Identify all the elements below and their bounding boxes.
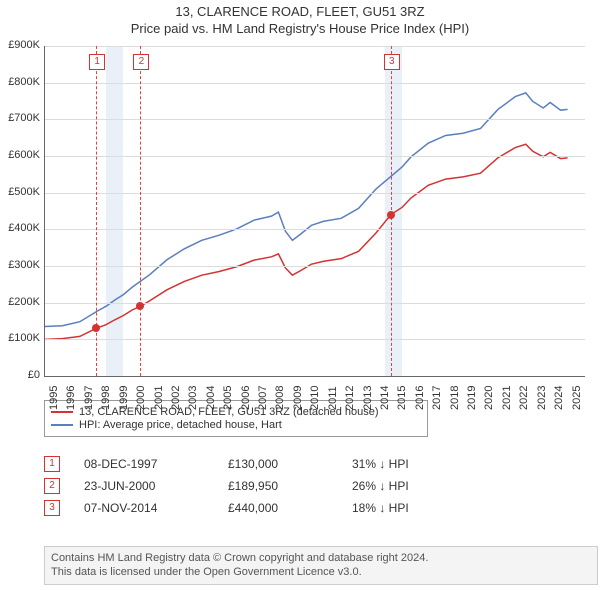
sales-row-price: £440,000 [228,501,328,515]
chart-plot-area: 1 2 3 [44,46,585,377]
y-tick-label: £200K [0,296,40,308]
x-tick-label: 2008 [274,386,286,410]
x-tick-label: 1996 [65,386,77,410]
sales-row: 3 07-NOV-2014 £440,000 18% ↓ HPI [44,500,409,516]
x-tick-label: 2022 [518,386,530,410]
x-tick-label: 2002 [170,386,182,410]
x-tick-label: 2001 [153,386,165,410]
x-tick-label: 1998 [100,386,112,410]
address-title: 13, CLARENCE ROAD, FLEET, GU51 3RZ [0,4,600,19]
x-tick-label: 2004 [205,386,217,410]
x-tick-label: 2019 [466,386,478,410]
y-tick-label: £800K [0,76,40,88]
sales-row-delta: 31% ↓ HPI [352,457,409,471]
x-tick-label: 2006 [240,386,252,410]
x-tick-label: 1995 [48,386,60,410]
footer-line1: Contains HM Land Registry data © Crown c… [51,551,591,565]
sales-row-date: 23-JUN-2000 [84,479,204,493]
sales-row-price: £130,000 [228,457,328,471]
y-tick-label: £600K [0,149,40,161]
sale-marker: 2 [133,54,149,70]
sales-row: 1 08-DEC-1997 £130,000 31% ↓ HPI [44,456,409,472]
x-tick-label: 2012 [344,386,356,410]
sale-point [387,211,395,219]
y-tick-label: £300K [0,259,40,271]
sales-row-date: 07-NOV-2014 [84,501,204,515]
footer-line2: This data is licensed under the Open Gov… [51,565,591,579]
sale-marker: 3 [384,54,400,70]
x-tick-label: 2023 [536,386,548,410]
x-tick-label: 2016 [414,386,426,410]
x-tick-label: 2007 [257,386,269,410]
sale-point [136,302,144,310]
y-tick-label: £700K [0,112,40,124]
attribution-footer: Contains HM Land Registry data © Crown c… [44,546,598,585]
sales-row-marker: 1 [44,456,60,472]
x-tick-label: 1999 [118,386,130,410]
sales-row-price: £189,950 [228,479,328,493]
sale-point [92,324,100,332]
x-tick-label: 2018 [449,386,461,410]
legend-swatch-hpi [51,424,73,426]
x-tick-label: 2003 [187,386,199,410]
x-tick-label: 2009 [292,386,304,410]
sales-table: 1 08-DEC-1997 £130,000 31% ↓ HPI 2 23-JUN-200… [44,450,409,522]
x-tick-label: 2014 [379,386,391,410]
x-tick-label: 2025 [571,386,583,410]
sales-row-marker: 2 [44,478,60,494]
x-tick-label: 2017 [431,386,443,410]
y-tick-label: £400K [0,222,40,234]
sales-row-marker: 3 [44,500,60,516]
x-tick-label: 2000 [135,386,147,410]
y-tick-label: £100K [0,332,40,344]
y-tick-label: £900K [0,39,40,51]
chart-lines-svg [45,46,585,376]
y-tick-label: £0 [0,369,40,381]
sales-row: 2 23-JUN-2000 £189,950 26% ↓ HPI [44,478,409,494]
x-tick-label: 2005 [222,386,234,410]
sale-marker: 1 [89,54,105,70]
x-tick-label: 2013 [362,386,374,410]
legend-label-hpi: HPI: Average price, detached house, Hart [79,419,282,431]
series-price_paid [45,144,568,339]
x-tick-label: 2021 [501,386,513,410]
x-tick-label: 2010 [309,386,321,410]
x-tick-label: 2020 [483,386,495,410]
x-tick-label: 2024 [553,386,565,410]
sales-row-delta: 18% ↓ HPI [352,501,409,515]
legend-swatch-price-paid [51,411,73,413]
y-tick-label: £500K [0,186,40,198]
legend-item-hpi: HPI: Average price, detached house, Hart [51,419,421,431]
series-hpi [45,93,568,327]
sales-row-delta: 26% ↓ HPI [352,479,409,493]
x-tick-label: 1997 [83,386,95,410]
sales-row-date: 08-DEC-1997 [84,457,204,471]
x-tick-label: 2011 [327,386,339,410]
subtitle: Price paid vs. HM Land Registry's House … [0,21,600,36]
x-tick-label: 2015 [396,386,408,410]
